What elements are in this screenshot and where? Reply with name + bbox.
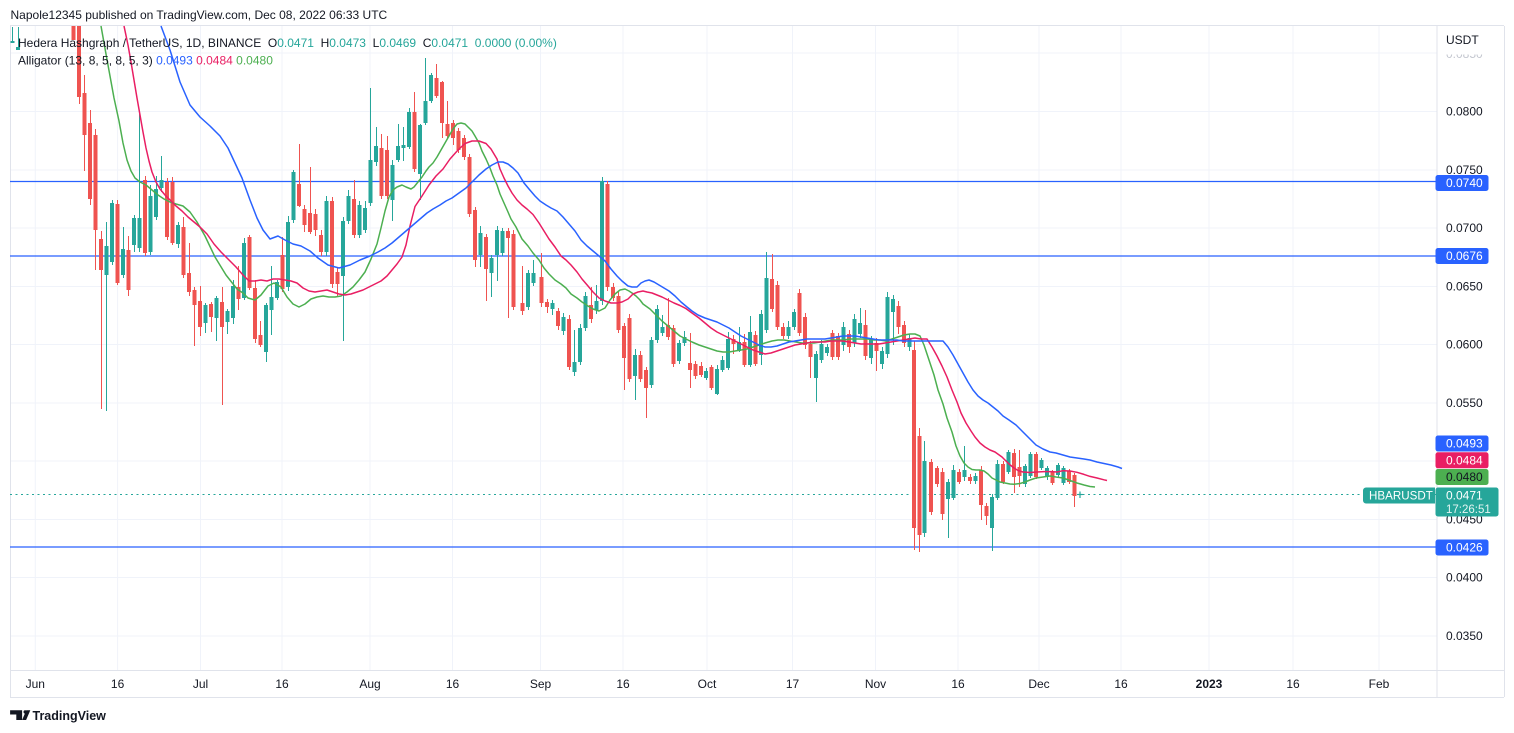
svg-text:0.0800: 0.0800 — [1446, 105, 1483, 119]
svg-text:0.0550: 0.0550 — [1446, 396, 1483, 410]
svg-text:17:26:51: 17:26:51 — [1446, 504, 1491, 516]
svg-text:2023: 2023 — [1196, 677, 1223, 691]
svg-text:Sep: Sep — [530, 677, 552, 691]
svg-text:0.0750: 0.0750 — [1446, 163, 1483, 177]
svg-text:16: 16 — [616, 677, 630, 691]
svg-text:0.0484: 0.0484 — [1446, 454, 1483, 468]
svg-text:0.0600: 0.0600 — [1446, 338, 1483, 352]
svg-text:16: 16 — [446, 677, 460, 691]
svg-text:Napole12345 published on Tradi: Napole12345 published on TradingView.com… — [11, 8, 388, 22]
svg-text:0.0350: 0.0350 — [1446, 629, 1483, 643]
svg-text:Aug: Aug — [359, 677, 380, 691]
svg-text:0.0700: 0.0700 — [1446, 221, 1483, 235]
svg-text:0.0426: 0.0426 — [1446, 541, 1483, 555]
svg-text:17: 17 — [786, 677, 800, 691]
svg-text:Oct: Oct — [698, 677, 717, 691]
svg-text:TradingView: TradingView — [33, 709, 107, 723]
svg-text:0.0471: 0.0471 — [1446, 489, 1483, 503]
svg-text:0.0676: 0.0676 — [1446, 249, 1483, 263]
svg-text:USDT: USDT — [1446, 33, 1479, 47]
svg-text:Dec: Dec — [1028, 677, 1049, 691]
svg-text:Feb: Feb — [1369, 677, 1390, 691]
svg-text:Hedera Hashgraph / TetherUS, 1: Hedera Hashgraph / TetherUS, 1D, BINANCE… — [18, 36, 557, 50]
svg-text:Nov: Nov — [865, 677, 886, 691]
svg-text:16: 16 — [111, 677, 125, 691]
svg-text:HBARUSDT: HBARUSDT — [1369, 489, 1433, 502]
svg-text:0.0493: 0.0493 — [1446, 437, 1483, 451]
svg-text:Jun: Jun — [26, 677, 45, 691]
svg-text:0.0480: 0.0480 — [1446, 470, 1483, 484]
svg-text:Jul: Jul — [193, 677, 208, 691]
svg-text:0.0740: 0.0740 — [1446, 176, 1483, 190]
svg-text:0.0650: 0.0650 — [1446, 279, 1483, 293]
svg-text:16: 16 — [275, 677, 289, 691]
svg-text:16: 16 — [1114, 677, 1128, 691]
svg-text:16: 16 — [951, 677, 965, 691]
svg-text:Alligator (13, 8, 5, 8, 5, 3): Alligator (13, 8, 5, 8, 5, 3) 0.0493 0.0… — [18, 54, 273, 68]
svg-text:16: 16 — [1286, 677, 1300, 691]
svg-text:0.0400: 0.0400 — [1446, 571, 1483, 585]
